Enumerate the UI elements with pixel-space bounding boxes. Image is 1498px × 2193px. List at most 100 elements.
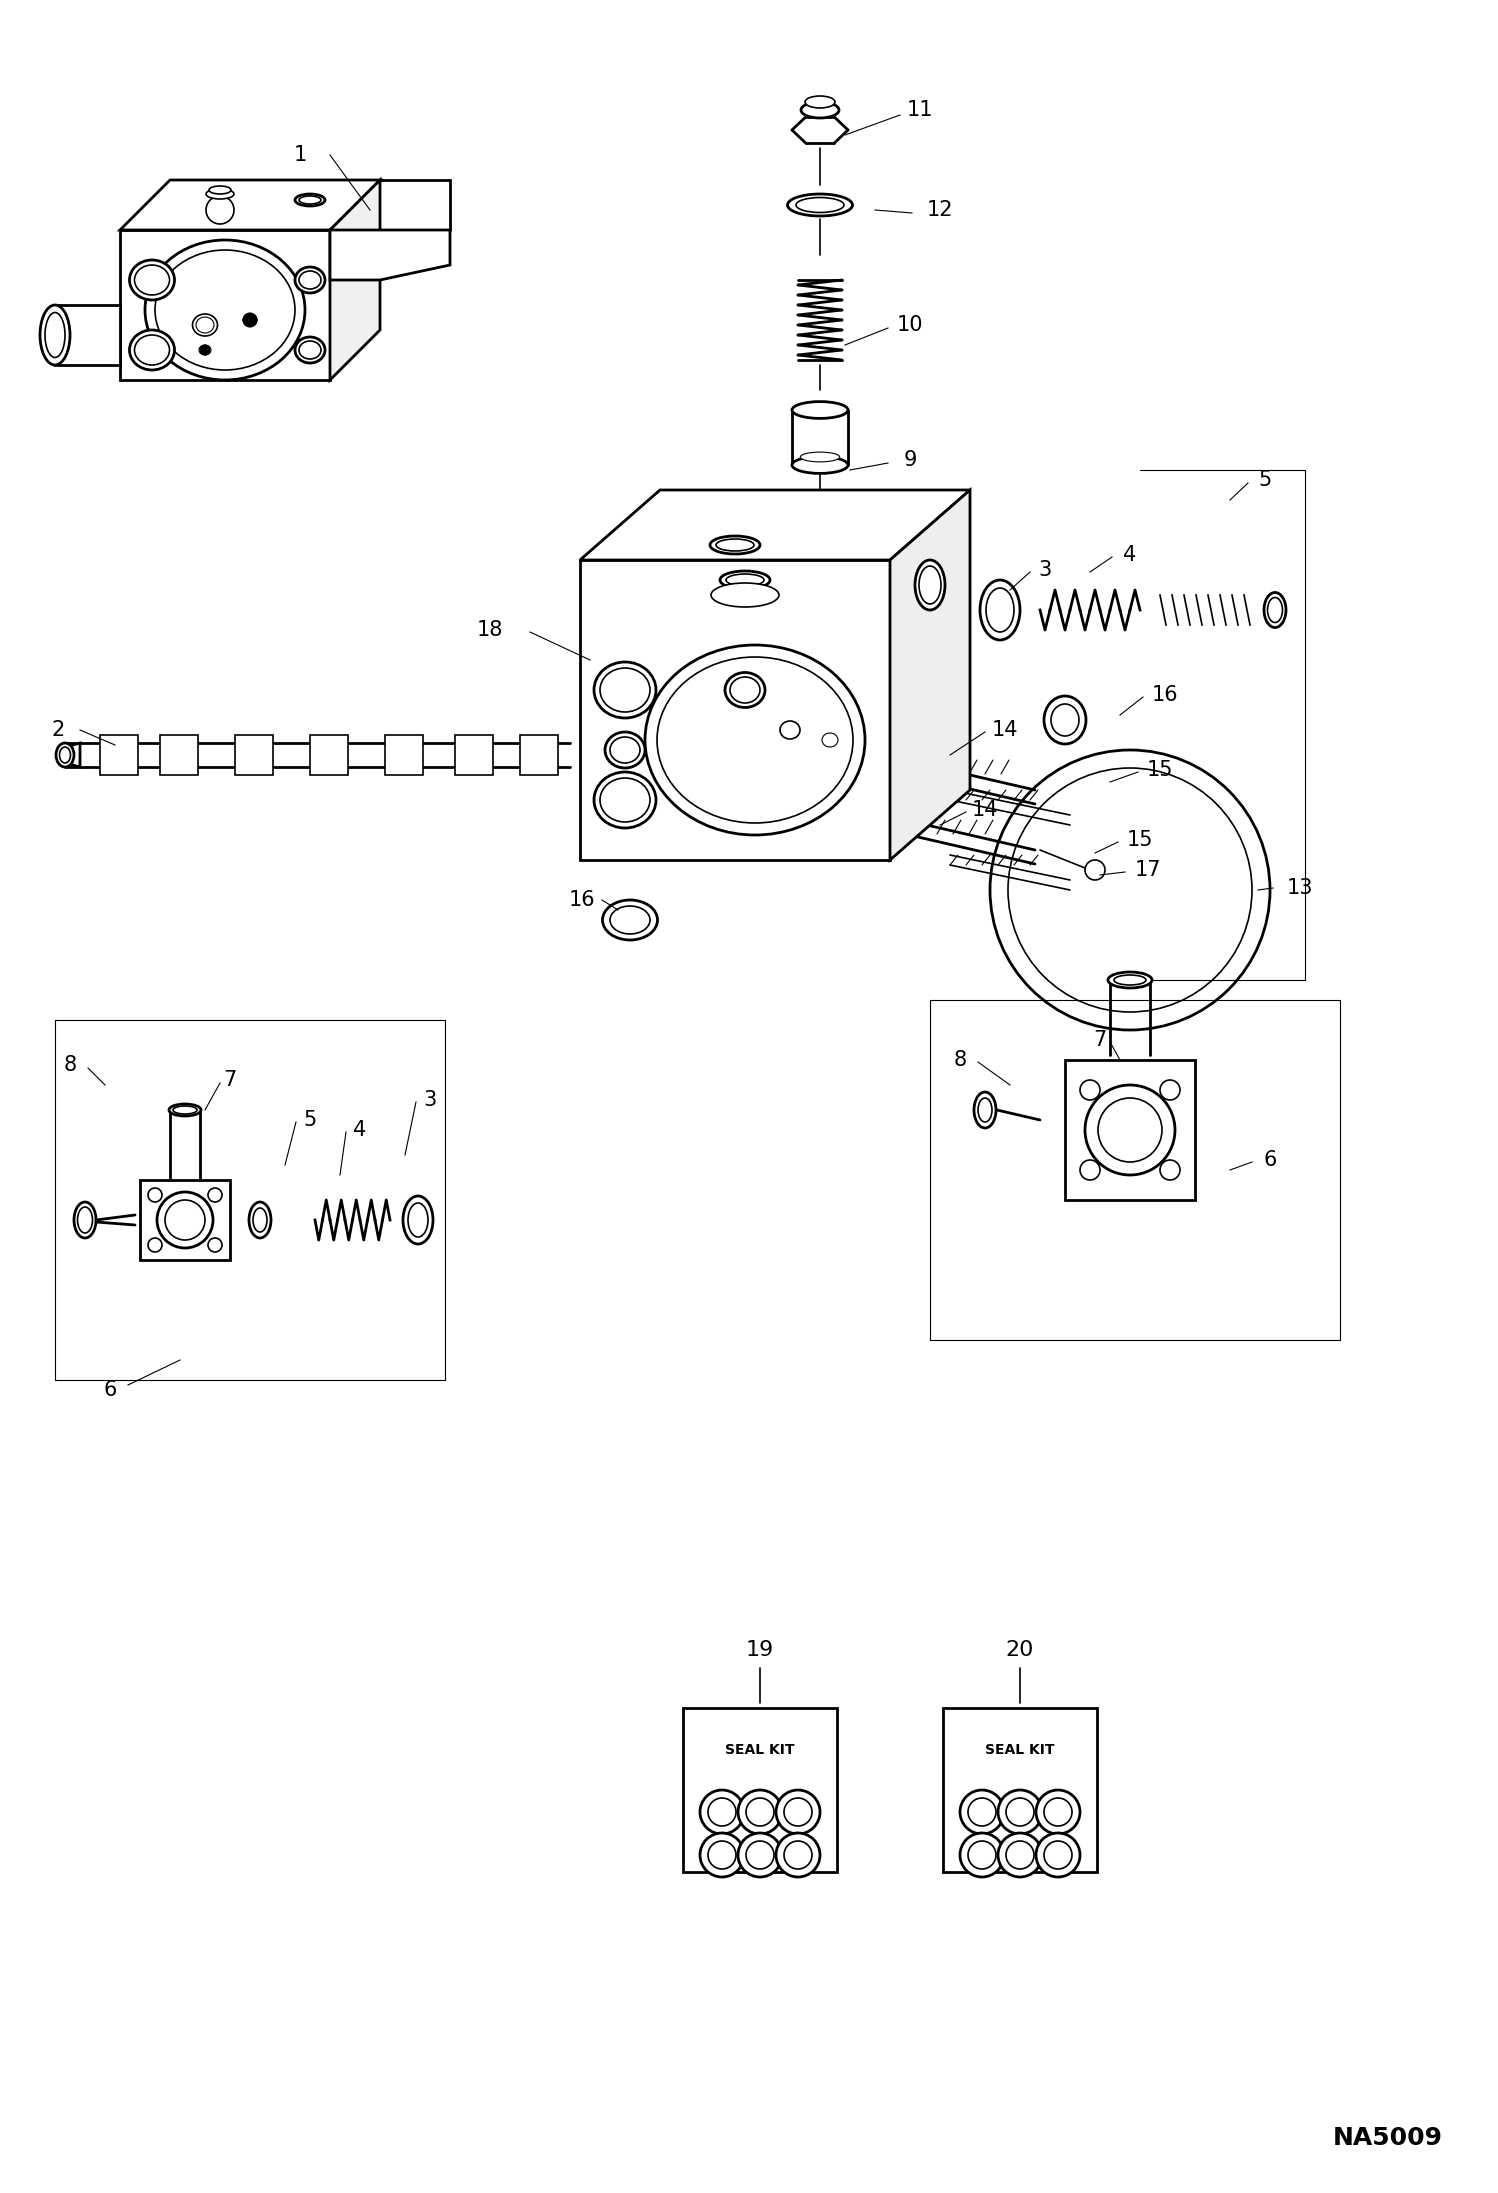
Ellipse shape xyxy=(974,1092,996,1127)
Circle shape xyxy=(998,1789,1043,1833)
Ellipse shape xyxy=(295,338,325,364)
Circle shape xyxy=(1098,1099,1162,1162)
Circle shape xyxy=(148,1239,162,1252)
Ellipse shape xyxy=(300,340,321,360)
Text: 9: 9 xyxy=(903,450,917,469)
Polygon shape xyxy=(890,489,971,860)
Ellipse shape xyxy=(1115,976,1146,985)
Circle shape xyxy=(739,1789,782,1833)
Ellipse shape xyxy=(792,456,848,474)
Circle shape xyxy=(998,1833,1043,1877)
Ellipse shape xyxy=(135,265,169,296)
Circle shape xyxy=(783,1798,812,1827)
Text: 3: 3 xyxy=(1038,559,1052,579)
Polygon shape xyxy=(55,305,120,364)
Text: 14: 14 xyxy=(972,800,998,820)
Polygon shape xyxy=(520,735,557,774)
Circle shape xyxy=(968,1798,996,1827)
Polygon shape xyxy=(120,180,380,230)
Text: 5: 5 xyxy=(304,1110,316,1129)
Circle shape xyxy=(1080,1160,1100,1180)
Ellipse shape xyxy=(78,1206,93,1232)
Ellipse shape xyxy=(300,272,321,289)
Text: 20: 20 xyxy=(1005,1640,1034,1660)
Ellipse shape xyxy=(712,583,779,607)
Circle shape xyxy=(208,1189,222,1202)
Circle shape xyxy=(700,1789,745,1833)
Ellipse shape xyxy=(1264,592,1285,627)
Ellipse shape xyxy=(60,748,70,763)
Ellipse shape xyxy=(730,678,759,704)
Text: 6: 6 xyxy=(1263,1149,1276,1171)
Text: 16: 16 xyxy=(1152,684,1179,704)
Ellipse shape xyxy=(788,193,852,215)
Circle shape xyxy=(1080,1079,1100,1101)
Ellipse shape xyxy=(172,1105,198,1114)
Ellipse shape xyxy=(193,314,217,336)
Polygon shape xyxy=(100,735,138,774)
Text: 4: 4 xyxy=(1124,546,1137,566)
Circle shape xyxy=(201,344,210,355)
Circle shape xyxy=(1037,1833,1080,1877)
Circle shape xyxy=(783,1840,812,1868)
Ellipse shape xyxy=(145,239,306,379)
Ellipse shape xyxy=(595,772,656,829)
Ellipse shape xyxy=(253,1208,267,1232)
Ellipse shape xyxy=(716,539,753,550)
Ellipse shape xyxy=(295,193,325,206)
Polygon shape xyxy=(235,735,273,774)
Ellipse shape xyxy=(73,1202,96,1239)
Ellipse shape xyxy=(129,329,174,371)
Circle shape xyxy=(1044,1798,1073,1827)
Text: 7: 7 xyxy=(1094,1031,1107,1050)
Text: 7: 7 xyxy=(223,1070,237,1090)
Ellipse shape xyxy=(1109,971,1152,989)
Circle shape xyxy=(148,1189,162,1202)
Ellipse shape xyxy=(915,559,945,610)
Ellipse shape xyxy=(605,732,646,768)
Polygon shape xyxy=(580,559,890,860)
Circle shape xyxy=(700,1833,745,1877)
Ellipse shape xyxy=(822,732,837,748)
Ellipse shape xyxy=(780,721,800,739)
Circle shape xyxy=(1007,1798,1034,1827)
Ellipse shape xyxy=(727,575,764,586)
Circle shape xyxy=(746,1798,774,1827)
Text: 15: 15 xyxy=(1126,829,1153,851)
Ellipse shape xyxy=(601,669,650,713)
Ellipse shape xyxy=(725,673,765,708)
Polygon shape xyxy=(385,735,422,774)
Ellipse shape xyxy=(602,899,658,941)
Circle shape xyxy=(207,195,234,224)
Polygon shape xyxy=(944,1708,1097,1873)
Text: 14: 14 xyxy=(992,719,1019,739)
Ellipse shape xyxy=(135,336,169,364)
Polygon shape xyxy=(330,180,380,379)
Ellipse shape xyxy=(658,658,852,822)
Circle shape xyxy=(746,1840,774,1868)
Circle shape xyxy=(1159,1079,1180,1101)
Polygon shape xyxy=(683,1708,837,1873)
Ellipse shape xyxy=(55,743,73,768)
Ellipse shape xyxy=(795,197,843,213)
Ellipse shape xyxy=(210,186,231,193)
Circle shape xyxy=(776,1833,819,1877)
Text: 6: 6 xyxy=(103,1379,117,1399)
Text: 5: 5 xyxy=(1258,469,1272,489)
Ellipse shape xyxy=(1052,704,1079,737)
Ellipse shape xyxy=(986,588,1014,632)
Ellipse shape xyxy=(610,737,640,763)
Ellipse shape xyxy=(804,96,834,107)
Ellipse shape xyxy=(710,535,759,555)
Ellipse shape xyxy=(300,195,321,204)
Polygon shape xyxy=(120,230,330,379)
Ellipse shape xyxy=(595,662,656,717)
Ellipse shape xyxy=(249,1202,271,1239)
Text: 19: 19 xyxy=(746,1640,774,1660)
Circle shape xyxy=(739,1833,782,1877)
Polygon shape xyxy=(455,735,493,774)
Polygon shape xyxy=(310,735,348,774)
Polygon shape xyxy=(330,230,449,281)
Ellipse shape xyxy=(243,314,258,327)
Circle shape xyxy=(960,1789,1004,1833)
